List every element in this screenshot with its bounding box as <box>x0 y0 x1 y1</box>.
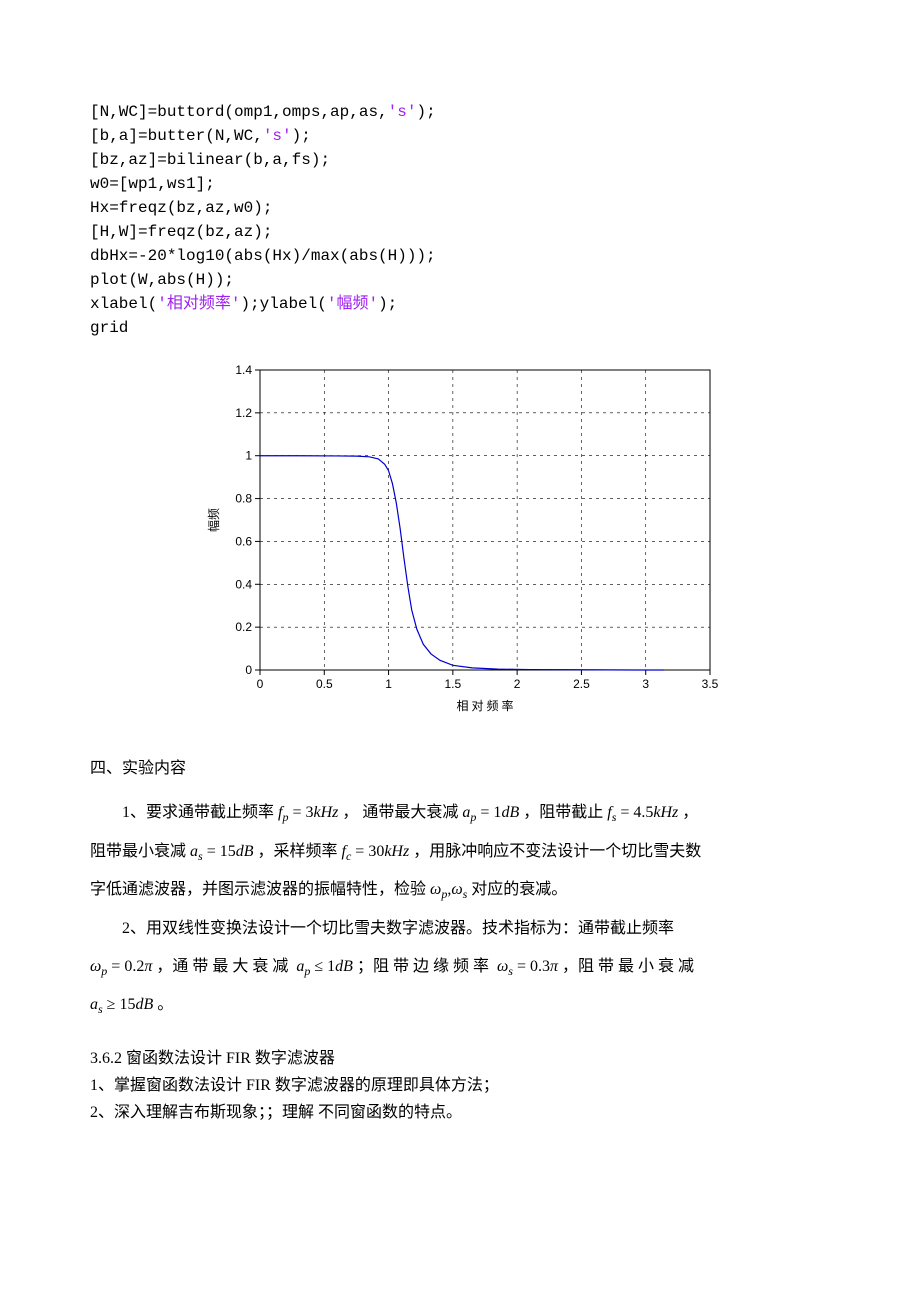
svg-text:2.5: 2.5 <box>573 677 590 691</box>
svg-text:1.5: 1.5 <box>445 677 462 691</box>
svg-text:1.2: 1.2 <box>235 406 252 420</box>
paragraph-4: 2、用双线性变换法设计一个切比雪夫数字滤波器。技术指标为：通带截止频率 <box>90 910 830 948</box>
svg-text:0.8: 0.8 <box>235 492 252 506</box>
body-text: 四、实验内容 1、要求通带截止频率 fp = 3kHz ， 通带最大衰减 ap … <box>90 750 830 1126</box>
svg-text:0.2: 0.2 <box>235 620 252 634</box>
paragraph-5: ωp = 0.2π ，通带最大衰减 ap ≤ 1dB ；阻带边缘频率 ωs = … <box>90 948 830 986</box>
code-line: Hx=freqz(bz,az,w0); <box>90 199 272 217</box>
section-362-heading: 3.6.2 窗函数法设计 FIR 数字滤波器 <box>90 1045 830 1072</box>
matlab-code-block: [N,WC]=buttord(omp1,omps,ap,as,'s'); [b,… <box>90 100 830 340</box>
section-4-heading: 四、实验内容 <box>90 750 830 788</box>
svg-text:0: 0 <box>257 677 264 691</box>
list-item-2: 2、深入理解吉布斯现象；；理解 不同窗函数的特点。 <box>90 1099 830 1126</box>
svg-text:1.4: 1.4 <box>235 363 252 377</box>
svg-text:0.6: 0.6 <box>235 534 252 548</box>
code-line: w0=[wp1,ws1]; <box>90 175 215 193</box>
svg-text:0.5: 0.5 <box>316 677 333 691</box>
paragraph-3: 字低通滤波器，并图示滤波器的振幅特性，检验 ωp,ωs 对应的衰减。 <box>90 871 830 909</box>
code-line: [bz,az]=bilinear(b,a,fs); <box>90 151 330 169</box>
code-line: [N,WC]=buttord(omp1,omps,ap,as,'s'); <box>90 103 436 121</box>
paragraph-2: 阻带最小衰减 as = 15dB ，采样频率 fc = 30kHz ，用脉冲响应… <box>90 833 830 871</box>
svg-text:2: 2 <box>514 677 521 691</box>
code-line: [H,W]=freqz(bz,az); <box>90 223 272 241</box>
paragraph-1: 1、要求通带截止频率 fp = 3kHz ， 通带最大衰减 ap = 1dB ，… <box>90 794 830 832</box>
document-page: [N,WC]=buttord(omp1,omps,ap,as,'s'); [b,… <box>0 0 920 1186</box>
paragraph-6: as ≥ 15dB 。 <box>90 986 830 1024</box>
svg-text:0.4: 0.4 <box>235 577 252 591</box>
code-line: dbHx=-20*log10(abs(Hx)/max(abs(H))); <box>90 247 436 265</box>
svg-text:相 对 频 率: 相 对 频 率 <box>456 698 513 713</box>
filter-response-chart: 0 0.5 1 1.5 2 2.5 3 3.5 0 0.2 0.4 0.6 0.8 1 1.2 1.4 相 对 … <box>200 360 720 720</box>
chart-container: 0 0.5 1 1.5 2 2.5 3 3.5 0 0.2 0.4 0.6 0.8 1 1.2 1.4 相 对 … <box>90 360 830 720</box>
code-line: plot(W,abs(H)); <box>90 271 234 289</box>
list-item-1: 1、掌握窗函数法设计 FIR 数字滤波器的原理即具体方法； <box>90 1072 830 1099</box>
svg-text:0: 0 <box>245 663 252 677</box>
svg-text:3: 3 <box>642 677 649 691</box>
svg-text:幅频: 幅频 <box>206 508 221 532</box>
code-line: xlabel('相对频率');ylabel('幅频'); <box>90 295 397 313</box>
spacer <box>90 1025 830 1045</box>
code-line: grid <box>90 319 128 337</box>
svg-text:1: 1 <box>385 677 392 691</box>
svg-text:1: 1 <box>245 449 252 463</box>
code-line: [b,a]=butter(N,WC,'s'); <box>90 127 311 145</box>
svg-text:3.5: 3.5 <box>702 677 719 691</box>
